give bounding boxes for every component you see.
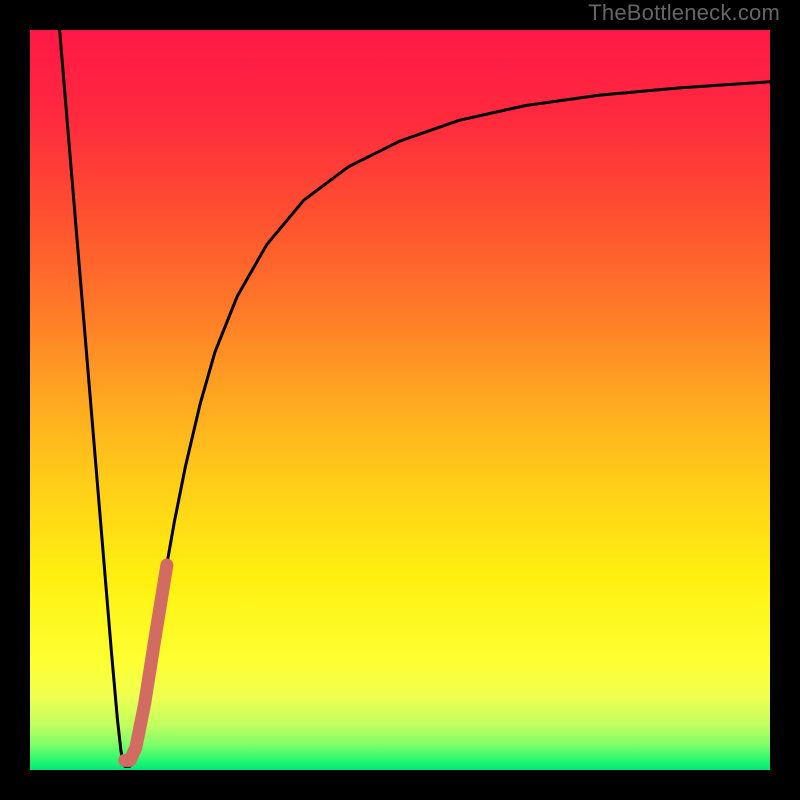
watermark-text: TheBottleneck.com (588, 0, 780, 26)
chart-container: TheBottleneck.com (0, 0, 800, 800)
bottleneck-chart (0, 0, 800, 800)
